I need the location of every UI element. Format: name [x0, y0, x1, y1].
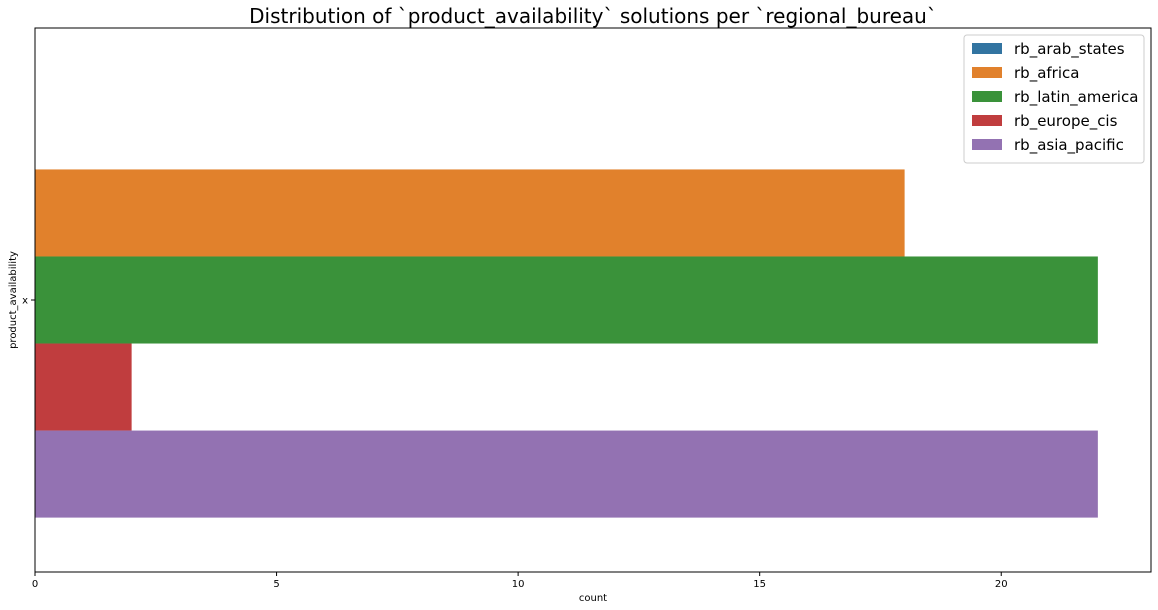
legend-swatch-rb_africa	[972, 67, 1002, 78]
legend-label-rb_asia_pacific: rb_asia_pacific	[1014, 136, 1124, 155]
x-axis-ticks: 0 5 10 15 20	[32, 572, 1008, 590]
y-axis-label: product_availability	[8, 251, 19, 349]
legend-frame	[963, 34, 1145, 164]
y-tick-label: x	[22, 296, 28, 307]
bar-rb_africa	[35, 169, 905, 257]
x-tick-label: 15	[753, 579, 766, 590]
y-axis-ticks: x	[22, 296, 35, 307]
legend-label-rb_latin_america: rb_latin_america	[1014, 88, 1138, 107]
legend-label-rb_africa: rb_africa	[1014, 64, 1079, 83]
legend-swatch-rb_latin_america	[972, 91, 1002, 102]
x-axis-label: count	[579, 593, 607, 604]
legend-swatch-rb_asia_pacific	[972, 139, 1002, 150]
chart-title: Distribution of `product_availability` s…	[249, 4, 937, 28]
bars-group	[35, 169, 1098, 518]
x-tick-label: 10	[512, 579, 525, 590]
x-tick-label: 5	[273, 579, 279, 590]
legend-swatch-rb_europe_cis	[972, 115, 1002, 126]
legend-label-rb_europe_cis: rb_europe_cis	[1014, 112, 1118, 131]
x-tick-label: 20	[995, 579, 1008, 590]
legend: rb_arab_states rb_africa rb_latin_americar…	[963, 34, 1145, 164]
bar-rb_latin_america	[35, 256, 1098, 344]
legend-swatch-rb_arab_states	[972, 43, 1002, 54]
x-tick-label: 0	[32, 579, 38, 590]
legend-label-rb_arab_states: rb_arab_states	[1014, 40, 1125, 59]
bar-rb_europe_cis	[35, 343, 132, 431]
bar-rb_asia_pacific	[35, 430, 1098, 518]
